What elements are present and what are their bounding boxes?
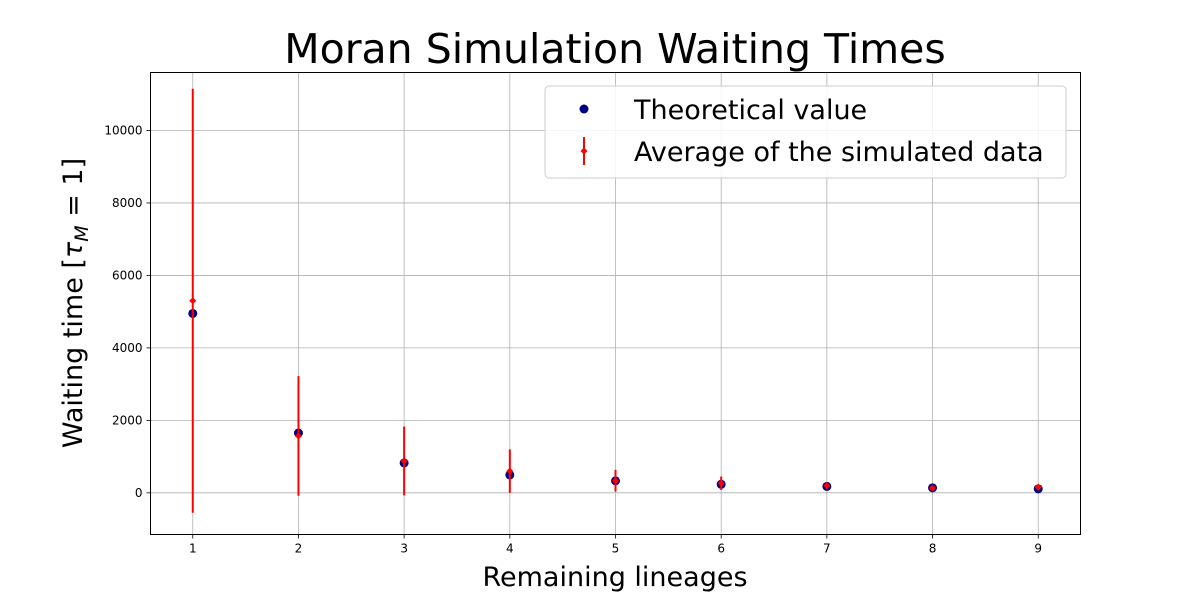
y-axis-ticks: 0 2000 4000 6000 8000 10000: [104, 123, 151, 500]
x-tick-label: 4: [506, 542, 514, 556]
y-axis-label-tail: = 1]: [58, 158, 89, 226]
y-tick-label: 10000: [104, 123, 142, 137]
y-axis-label-text: Waiting time [: [58, 258, 89, 448]
x-tick-label: 2: [295, 542, 303, 556]
y-tick-label: 8000: [112, 196, 143, 210]
x-axis-label: Remaining lineages: [482, 562, 747, 593]
legend: Theoretical value Average of the simulat…: [544, 85, 1067, 179]
simulated-point: [1034, 483, 1042, 491]
simulated-point: [612, 477, 619, 485]
legend-simulated-marker: [580, 147, 588, 155]
x-tick-label: 7: [823, 542, 831, 556]
x-tick-label: 6: [717, 542, 725, 556]
simulated-point: [823, 482, 831, 490]
legend-theoretical-marker: [579, 104, 589, 114]
x-axis-ticks: 1 2 3 4 5 6 7 8 9: [189, 534, 1042, 556]
x-tick-label: 3: [400, 542, 408, 556]
x-tick-label: 9: [1034, 542, 1042, 556]
y-tick-label: 0: [135, 486, 143, 500]
y-axis-label: Waiting time [τM = 1]: [58, 158, 93, 448]
y-tick-label: 6000: [112, 268, 143, 282]
x-tick-label: 8: [929, 542, 937, 556]
simulated-point: [506, 467, 514, 475]
y-tick-label: 4000: [112, 341, 143, 355]
y-tick-label: 2000: [112, 413, 143, 427]
legend-theoretical-label: Theoretical value: [633, 95, 867, 126]
plot-series: [188, 88, 1043, 513]
y-axis-label-tau: τ: [58, 241, 89, 258]
x-tick-label: 5: [612, 542, 620, 556]
simulated-point: [400, 457, 408, 465]
plot-frame: [150, 72, 1081, 535]
simulated-point: [717, 479, 725, 487]
legend-box: [544, 85, 1067, 179]
y-axis-label-subscript: M: [71, 225, 93, 241]
chart-title: Moran Simulation Waiting Times: [284, 25, 946, 73]
legend-simulated-label: Average of the simulated data: [634, 137, 1044, 168]
simulated-point: [294, 432, 302, 440]
simulated-point: [189, 297, 197, 305]
simulated-point: [929, 484, 937, 492]
x-tick-label: 1: [189, 542, 197, 556]
